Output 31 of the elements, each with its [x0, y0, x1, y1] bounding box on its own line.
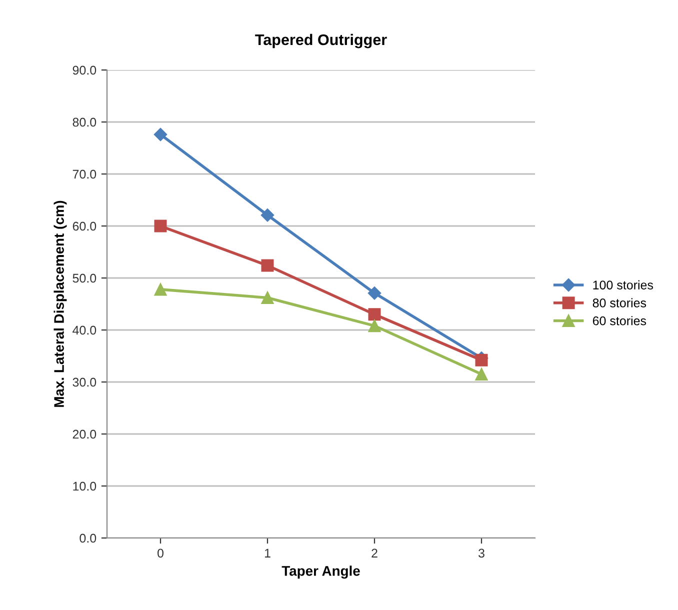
x-tick-label: 3 [478, 548, 484, 558]
y-tick-label: 60.0 [72, 222, 96, 231]
y-tick-label: 40.0 [72, 326, 96, 335]
point [154, 283, 167, 296]
legend-label: 60 stories [592, 316, 646, 326]
point [368, 286, 382, 300]
y-tick-label: 50.0 [72, 274, 96, 283]
point [261, 292, 274, 304]
point [154, 220, 167, 232]
x-axis-title: Taper Angle [282, 566, 360, 579]
point [475, 354, 488, 366]
x-tick-label: 1 [264, 548, 270, 558]
y-tick-label: 80.0 [72, 118, 96, 127]
point [260, 208, 274, 222]
point [261, 259, 274, 272]
y-tick-label: 90.0 [72, 66, 96, 75]
point [368, 320, 381, 332]
point [154, 128, 168, 142]
point [368, 308, 381, 321]
legend-label: 80 stories [592, 298, 646, 308]
y-tick-label: 70.0 [72, 170, 96, 179]
y-tick-label: 0.0 [80, 534, 96, 543]
chart-title: Tapered Outrigger [255, 34, 387, 48]
x-tick-label: 0 [158, 548, 164, 558]
y-tick-label: 20.0 [72, 430, 96, 439]
x-tick-label: 2 [372, 548, 378, 558]
y-axis-title: Max. Lateral Displacement (cm) [54, 200, 67, 407]
point [475, 368, 488, 380]
y-tick-label: 10.0 [73, 482, 96, 491]
legend-label: 100 stories [593, 280, 654, 290]
y-tick-label: 30.0 [72, 378, 96, 387]
